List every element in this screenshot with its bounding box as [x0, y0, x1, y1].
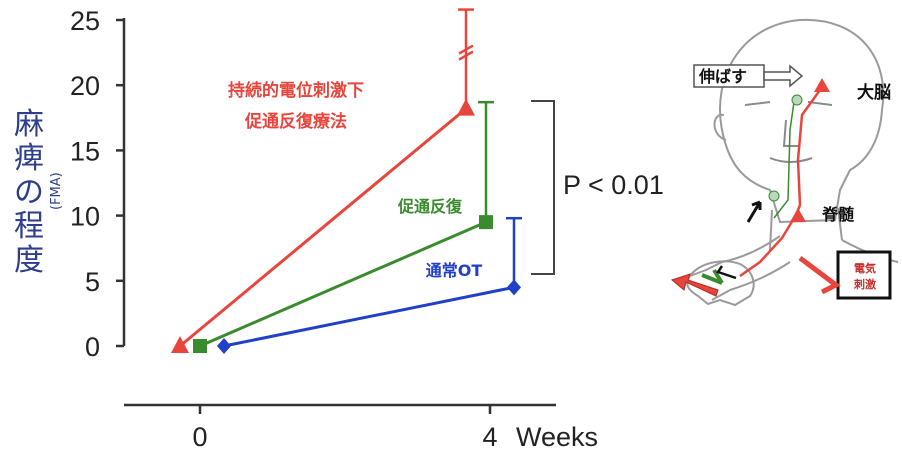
series-label: 通常OT: [426, 261, 483, 280]
data-point: [457, 98, 475, 116]
sensory-tract: [773, 94, 796, 219]
spinal-cord-label: 脊髄: [821, 205, 854, 224]
data-point: [171, 336, 189, 353]
face-features-icon: [744, 101, 833, 163]
y-tick-label: 20: [70, 71, 100, 101]
stim-arrow-icon: [798, 256, 841, 295]
stretch-arrow-icon: [763, 64, 804, 88]
y-tick-label: 10: [70, 202, 100, 232]
electric-stim-label-1: 電気: [854, 261, 876, 275]
data-point: [479, 215, 493, 230]
data-point: [193, 339, 207, 353]
x-axis-unit: Weeks: [516, 422, 598, 452]
cortical-neuron-icon: [814, 78, 830, 92]
y-tick-label: 0: [85, 332, 100, 362]
nerve-pathway-diagram: 伸ばす 大脳 脊髄 電気 刺激: [670, 18, 899, 307]
y-axis-unit: (FMA): [49, 172, 64, 210]
x-axis-ticks: 0 4 Weeks: [192, 405, 598, 452]
electric-stim-box: [836, 250, 892, 300]
y-tick-label: 15: [70, 136, 100, 166]
data-point: [217, 338, 231, 354]
series-line: [223, 285, 515, 348]
y-axis-label-char: 麻: [14, 107, 44, 142]
brain-label: 大脳: [857, 82, 891, 103]
ear-icon: [713, 113, 727, 141]
x-tick-label: 4: [482, 422, 497, 452]
hand-icon: [686, 260, 755, 307]
y-axis-label-char: 程: [14, 209, 44, 244]
head-outline-icon: [719, 18, 885, 224]
data-point: [507, 279, 521, 296]
series-label: 持続的電位刺激下: [228, 80, 364, 101]
y-axis-ticks: 0 5 10 15 20 25: [70, 6, 124, 362]
descending-tract: [739, 89, 822, 278]
y-tick-label: 5: [85, 267, 100, 297]
y-tick-label: 25: [70, 6, 100, 36]
spinal-interneuron-icon: [768, 190, 780, 202]
y-axis-label-char: 度: [14, 243, 44, 278]
y-axis-label-char: 痺: [14, 141, 44, 176]
cortical-interneuron-icon: [791, 94, 803, 106]
electric-stim-label-2: 刺激: [853, 277, 876, 291]
series-label: 促通反復療法: [244, 111, 347, 132]
series-line: [179, 107, 467, 348]
flex-arrow-icon: [716, 265, 737, 280]
y-axis-title: 麻痺の程度 (FMA): [14, 107, 64, 278]
axis-break-mark: [458, 44, 474, 55]
significance-bracket: P < 0.01: [531, 100, 664, 275]
axis-break-mark: [458, 50, 474, 61]
up-arrow-icon: [746, 200, 762, 223]
motor-arrow-red-icon: [670, 273, 719, 297]
y-axis-label-char: の: [14, 175, 44, 210]
p-value-label: P < 0.01: [563, 170, 664, 200]
bracket-line: [531, 100, 555, 275]
series-line: [199, 220, 487, 348]
x-tick-label: 0: [192, 422, 207, 452]
series-label: 促通反復: [397, 197, 463, 216]
motor-arrow-green-icon: [701, 268, 724, 285]
stretch-label: 伸ばす: [698, 67, 747, 86]
y-axis-label: 麻痺の程度: [14, 107, 44, 278]
spinal-neuron-icon: [790, 208, 806, 222]
